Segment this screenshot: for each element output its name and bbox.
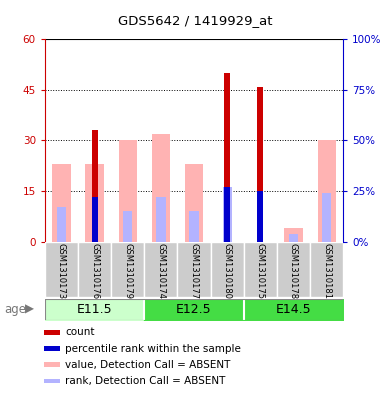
Bar [92,197,98,242]
Bar [152,134,170,242]
Bar [190,211,199,242]
Bar [257,191,263,242]
Text: value, Detection Call = ABSENT: value, Detection Call = ABSENT [65,360,230,370]
Bar [44,379,60,383]
Bar [322,193,331,242]
Bar [223,187,232,242]
Bar [224,187,230,242]
Bar [44,362,60,367]
Text: GSM1310181: GSM1310181 [322,243,331,299]
Text: rank, Detection Call = ABSENT: rank, Detection Call = ABSENT [65,376,225,386]
Bar [45,242,78,297]
Bar [52,164,71,242]
Bar [317,140,336,242]
Text: age: age [4,303,26,316]
Text: E11.5: E11.5 [77,303,112,316]
Bar [44,330,60,334]
Bar [211,242,244,297]
Bar [224,73,230,242]
Text: count: count [65,327,95,337]
Bar [284,228,303,242]
Bar [310,242,343,297]
Bar [289,233,298,242]
Bar [57,207,66,242]
Bar [92,130,98,242]
Text: percentile rank within the sample: percentile rank within the sample [65,343,241,354]
Bar [123,211,132,242]
Bar [277,242,310,297]
Text: E12.5: E12.5 [176,303,212,316]
Text: GSM1310177: GSM1310177 [190,243,199,299]
Text: GSM1310175: GSM1310175 [256,243,265,299]
Bar [144,242,177,297]
Text: E14.5: E14.5 [276,303,311,316]
Bar [257,86,263,242]
Bar [44,346,60,351]
Text: GSM1310178: GSM1310178 [289,243,298,299]
Bar [111,242,144,297]
Bar [119,140,137,242]
Text: GSM1310180: GSM1310180 [223,243,232,299]
Bar [156,197,165,242]
Bar [85,164,104,242]
Text: ▶: ▶ [25,303,34,316]
Text: GSM1310179: GSM1310179 [123,243,132,299]
Bar [185,164,203,242]
Text: GSM1310174: GSM1310174 [156,243,165,299]
Text: GDS5642 / 1419929_at: GDS5642 / 1419929_at [118,14,272,27]
Text: GSM1310176: GSM1310176 [90,243,99,299]
Bar [244,242,277,297]
Text: GSM1310173: GSM1310173 [57,243,66,299]
Bar [78,242,111,297]
Bar [177,242,211,297]
